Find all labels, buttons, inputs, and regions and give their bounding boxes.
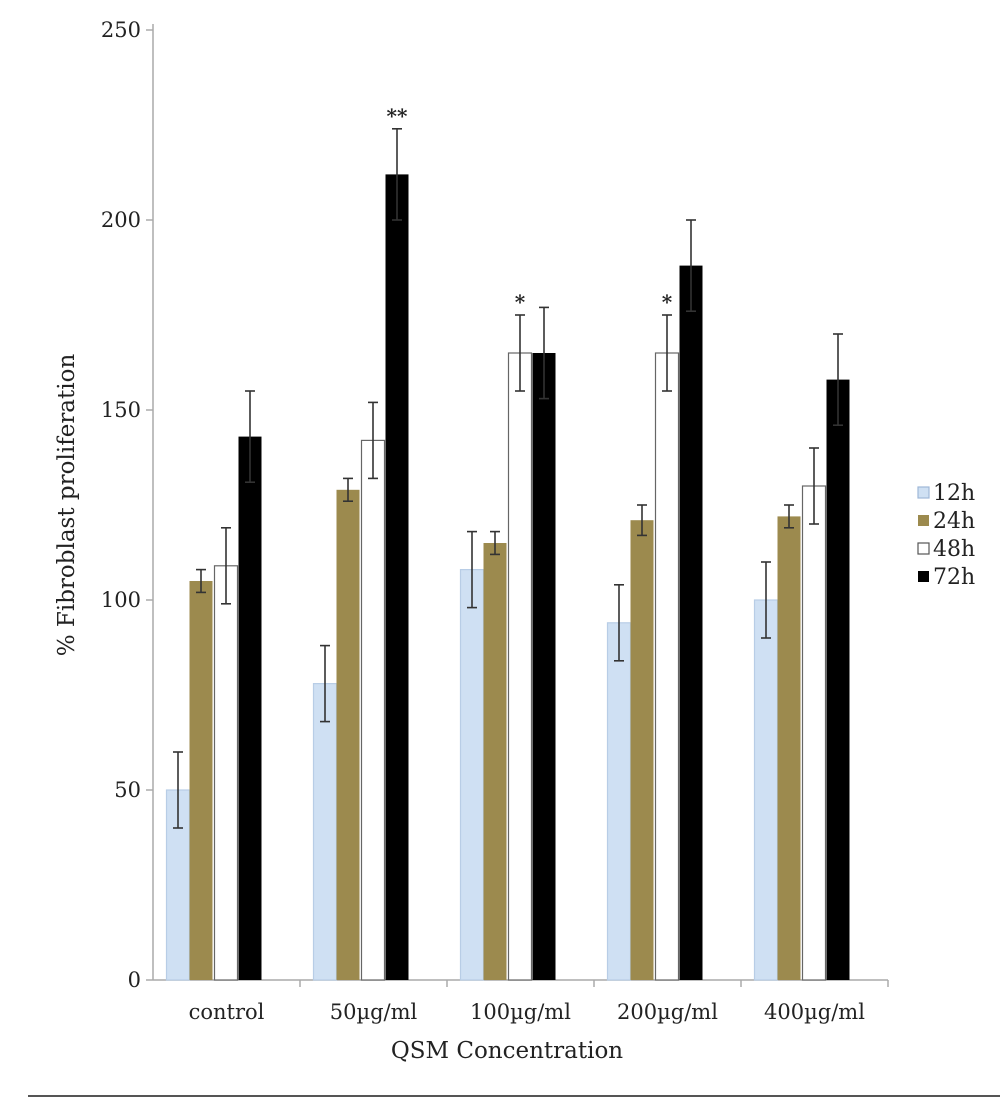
- y-tick-label: 150: [101, 398, 141, 422]
- bar-24h: [630, 520, 654, 980]
- y-tick-label: 50: [114, 778, 141, 802]
- bar-12h: [312, 682, 338, 981]
- bar-72h: [385, 174, 409, 980]
- bar-72h: [679, 265, 703, 981]
- legend-label: 48h: [933, 537, 975, 562]
- x-tick-label: control: [189, 1000, 265, 1024]
- x-tick-label: 100µg/ml: [470, 1000, 571, 1024]
- x-tick-label: 200µg/ml: [617, 1000, 718, 1024]
- bar-48h: [507, 352, 533, 981]
- bar-72h: [238, 436, 262, 981]
- legend-swatch-12h: [917, 486, 930, 499]
- bar-12h: [459, 568, 485, 981]
- bar-24h: [777, 516, 801, 980]
- significance-marker: **: [387, 104, 408, 128]
- error-bars: [173, 128, 843, 829]
- legend-label: 24h: [933, 509, 975, 534]
- y-tick-label: 250: [101, 18, 141, 42]
- significance-marker: *: [662, 290, 673, 314]
- bar-24h: [483, 543, 507, 980]
- significance-marker: *: [515, 290, 526, 314]
- bar-48h: [213, 565, 239, 981]
- significance-annotations: *** *: [387, 104, 673, 314]
- bar-72h: [826, 379, 850, 981]
- bar-48h: [654, 352, 680, 981]
- legend: 12h 24h 48h 72h: [917, 481, 975, 590]
- y-tick-label: 100: [101, 588, 141, 612]
- bar-24h: [189, 581, 213, 980]
- y-axis-title: % Fibroblast proliferation: [54, 354, 80, 657]
- bar-48h: [801, 485, 827, 981]
- bar-48h: [360, 439, 386, 981]
- legend-swatch-72h: [918, 571, 929, 582]
- y-axis: 0 50 100 150 200 250: [101, 18, 154, 992]
- legend-swatch-48h: [917, 542, 930, 555]
- x-axis: control 50µg/ml 100µg/ml 200µg/ml 400µg/ml: [153, 979, 889, 1024]
- bars: [165, 174, 850, 981]
- bar-24h: [336, 489, 360, 980]
- y-tick-label: 200: [101, 208, 141, 232]
- legend-swatch-24h: [918, 515, 929, 526]
- bar-72h: [532, 353, 556, 980]
- x-tick-label: 50µg/ml: [330, 1000, 418, 1024]
- legend-label: 72h: [933, 565, 975, 590]
- bar-12h: [606, 622, 632, 981]
- x-tick-label: 400µg/ml: [764, 1000, 865, 1024]
- y-tick-label: 0: [128, 968, 141, 992]
- x-axis-title: QSM Concentration: [391, 1038, 623, 1064]
- bar-12h: [753, 599, 779, 981]
- legend-label: 12h: [933, 481, 975, 506]
